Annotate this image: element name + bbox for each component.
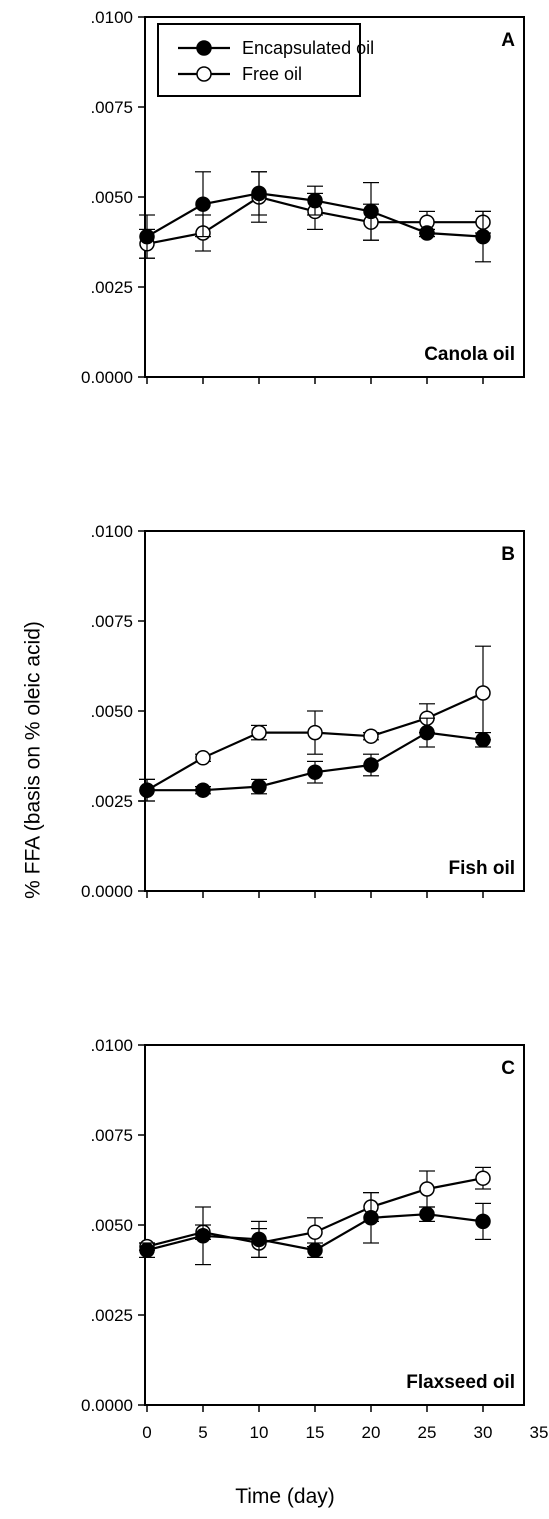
encapsulated-oil-point (475, 732, 491, 748)
y-tick-label: .0025 (90, 1306, 133, 1325)
panel-name: Flaxseed oil (406, 1372, 515, 1393)
x-tick-label: 10 (250, 1423, 269, 1442)
x-tick-label: 15 (306, 1423, 325, 1442)
encapsulated-oil-point (251, 185, 267, 202)
encapsulated-oil-point (195, 782, 211, 798)
encapsulated-oil-point (139, 1242, 155, 1258)
encapsulated-oil-point (307, 764, 323, 780)
y-tick-label: 0.0000 (81, 882, 133, 901)
encapsulated-oil-point (419, 1206, 435, 1222)
encapsulated-oil-point (475, 228, 491, 245)
y-tick-label: .0050 (90, 702, 133, 721)
encapsulated-oil-point (139, 782, 155, 798)
legend-box (157, 23, 361, 97)
x-tick-label: 20 (362, 1423, 381, 1442)
y-tick-label: 0.0000 (81, 368, 133, 387)
encapsulated-oil-point (419, 724, 435, 741)
encapsulated-oil-point (307, 1242, 323, 1258)
y-tick-label: .0100 (90, 1036, 133, 1055)
panel-name: Canola oil (424, 344, 515, 365)
encapsulated-oil-point (139, 228, 155, 245)
free-oil-point (251, 724, 267, 741)
x-axis-title: Time (day) (235, 1485, 335, 1508)
encapsulated-oil-point (363, 757, 379, 773)
x-tick-label: 0 (142, 1423, 151, 1442)
encapsulated-oil-point (419, 225, 435, 241)
x-tick-label: 30 (474, 1423, 493, 1442)
encapsulated-oil-point (475, 1213, 491, 1230)
panel-letter: B (501, 544, 515, 565)
legend-open-marker (196, 66, 212, 82)
panel-name: Fish oil (449, 858, 516, 879)
free-oil-point (307, 1224, 323, 1240)
y-tick-label: .0050 (90, 1216, 133, 1235)
y-axis-title: % FFA (basis on % oleic acid) (22, 621, 45, 899)
free-oil-point (419, 1181, 435, 1197)
panel-frame (144, 530, 525, 892)
y-tick-label: 0.0000 (81, 1396, 133, 1415)
x-tick-label: 5 (198, 1423, 207, 1442)
legend-label: Encapsulated oil (242, 38, 374, 58)
y-tick-label: .0050 (90, 188, 133, 207)
y-tick-label: .0075 (90, 98, 133, 117)
legend-label: Free oil (242, 64, 302, 84)
y-tick-label: .0025 (90, 792, 133, 811)
y-tick-label: .0075 (90, 1126, 133, 1145)
panel-letter: C (501, 1058, 515, 1079)
y-tick-label: .0025 (90, 278, 133, 297)
free-oil-point (307, 724, 323, 741)
legend-filled-marker (196, 40, 212, 56)
encapsulated-oil-point (251, 1231, 267, 1248)
free-oil-point (475, 1170, 491, 1186)
free-oil-point (475, 685, 491, 701)
y-tick-label: .0100 (90, 522, 133, 541)
encapsulated-oil-point (307, 192, 323, 209)
x-tick-label: 25 (418, 1423, 437, 1442)
y-tick-label: .0100 (90, 8, 133, 27)
encapsulated-oil-point (195, 196, 211, 212)
free-oil-point (195, 750, 211, 766)
free-oil-point (363, 728, 379, 744)
encapsulated-oil-point (251, 778, 267, 795)
x-tick-label: 35 (530, 1423, 549, 1442)
encapsulated-oil-point (363, 1210, 379, 1226)
y-tick-label: .0075 (90, 612, 133, 631)
encapsulated-oil-point (195, 1228, 211, 1244)
panel-letter: A (501, 30, 515, 51)
encapsulated-oil-point (363, 203, 379, 220)
